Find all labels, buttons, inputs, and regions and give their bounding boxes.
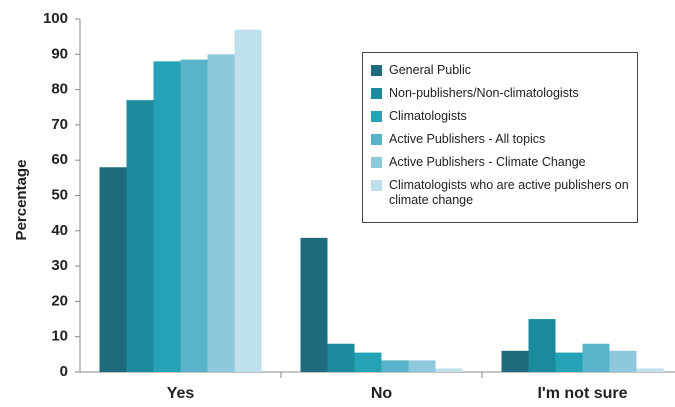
- legend-item: Active Publishers - Climate Change: [371, 155, 629, 170]
- bar: [180, 59, 208, 372]
- bar: [555, 352, 583, 372]
- bar: [528, 319, 556, 372]
- y-tick-label: 100: [43, 10, 68, 27]
- legend-item: Climatologists: [371, 109, 629, 124]
- legend-swatch: [371, 88, 382, 99]
- bar: [582, 343, 610, 372]
- legend-swatch: [371, 134, 382, 145]
- y-tick-label: 30: [51, 257, 68, 274]
- bar: [381, 360, 409, 372]
- y-tick-label: 0: [60, 363, 68, 380]
- legend-label: Non-publishers/Non-climatologists: [389, 86, 579, 100]
- bar: [126, 100, 154, 372]
- y-tick-label: 80: [51, 81, 68, 98]
- legend-swatch: [371, 157, 382, 168]
- y-tick-label: 50: [51, 186, 68, 203]
- y-tick-label: 90: [51, 45, 68, 62]
- bar: [300, 237, 328, 372]
- bar: [99, 167, 127, 372]
- y-axis-label: Percentage: [13, 160, 30, 241]
- bar: [408, 360, 436, 372]
- y-tick-label: 70: [51, 116, 68, 133]
- legend-item: General Public: [371, 63, 629, 78]
- bar: [327, 343, 355, 372]
- bar: [234, 29, 262, 373]
- y-tick-label: 60: [51, 151, 68, 168]
- legend-swatch: [371, 65, 382, 76]
- x-tick-label: No: [371, 385, 393, 402]
- bar: [153, 61, 181, 373]
- legend-label: General Public: [389, 63, 471, 77]
- legend: General Public Non-publishers/Non-climato…: [362, 52, 638, 223]
- legend-item: Climatologists who are active publishers…: [371, 178, 629, 208]
- y-tick-label: 20: [51, 292, 68, 309]
- bar: [354, 352, 382, 372]
- y-tick-label: 10: [51, 328, 68, 345]
- bar: [501, 350, 529, 372]
- bar: [636, 368, 664, 372]
- legend-item: Active Publishers - All topics: [371, 132, 629, 147]
- x-tick-label: I'm not sure: [537, 385, 627, 402]
- y-tick-label: 40: [51, 222, 68, 239]
- legend-label: Active Publishers - All topics: [389, 132, 546, 146]
- bar: [609, 350, 637, 372]
- x-tick-label: Yes: [167, 385, 195, 402]
- legend-item: Non-publishers/Non-climatologists: [371, 86, 629, 101]
- legend-label: Climatologists: [389, 109, 467, 123]
- bar: [435, 368, 463, 372]
- legend-swatch: [371, 111, 382, 122]
- legend-swatch: [371, 180, 382, 191]
- legend-label: Climatologists who are active publishers…: [389, 178, 629, 207]
- legend-label: Active Publishers - Climate Change: [389, 155, 586, 169]
- bar: [207, 54, 235, 373]
